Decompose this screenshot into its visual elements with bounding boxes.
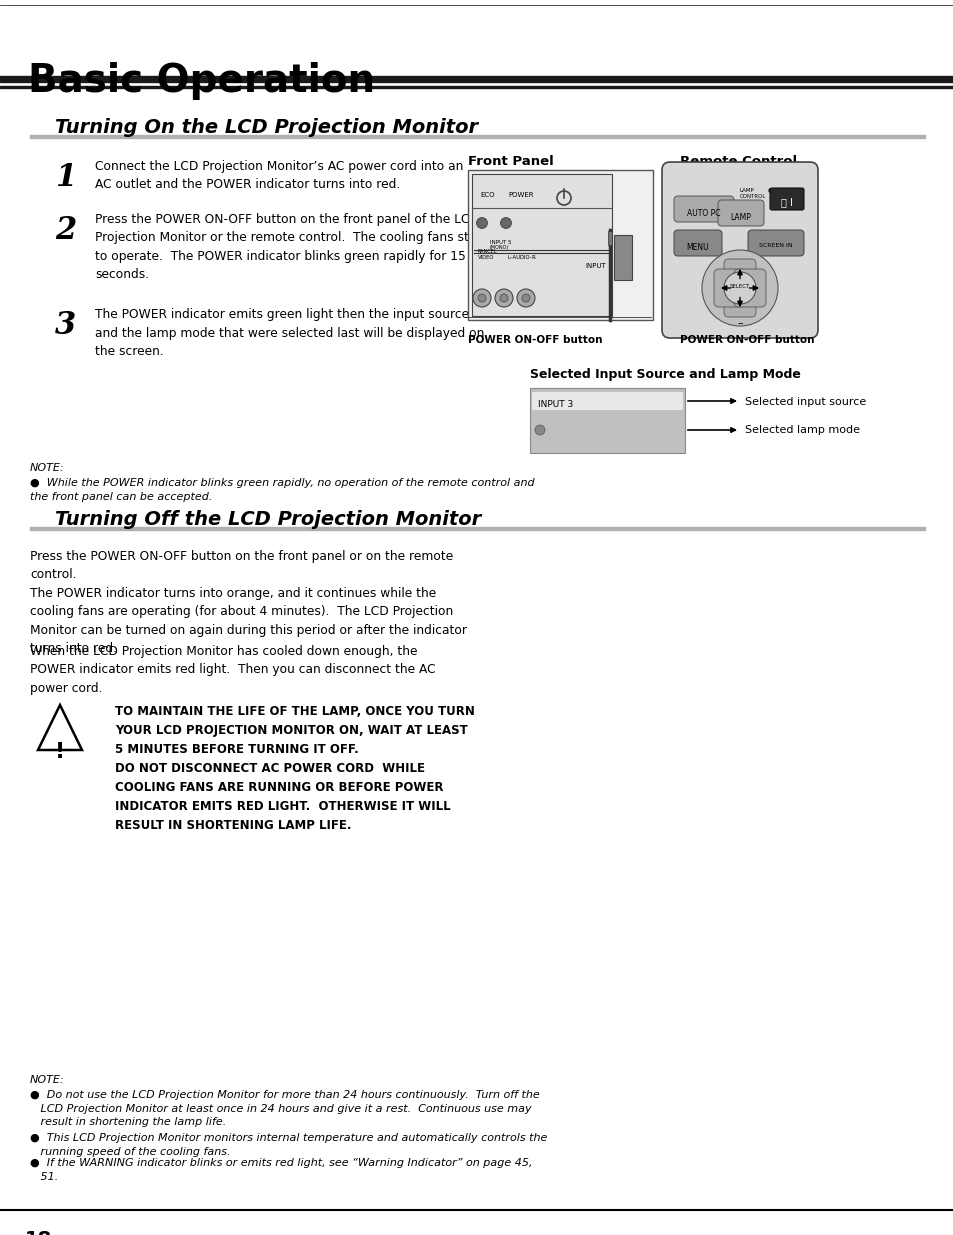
Text: AUTO PC: AUTO PC [686,209,720,219]
Text: POWER: POWER [507,191,533,198]
Text: POWER ON-OFF button: POWER ON-OFF button [679,335,814,345]
Text: LAMP: LAMP [730,212,751,222]
Text: ●  While the POWER indicator blinks green rapidly, no operation of the remote co: ● While the POWER indicator blinks green… [30,478,534,501]
Text: Connect the LCD Projection Monitor’s AC power cord into an
AC outlet and the POW: Connect the LCD Projection Monitor’s AC … [95,161,463,191]
Text: POWER ON-OFF button: POWER ON-OFF button [468,335,602,345]
FancyBboxPatch shape [673,196,733,222]
Bar [472,174,612,316]
Circle shape [701,249,778,326]
Circle shape [535,425,544,435]
Bar [0,86,953,88]
Text: 18: 18 [25,1230,52,1235]
Text: ON-OFF: ON-OFF [767,188,798,194]
Text: Press the POWER ON-OFF button on the front panel of the LCD
Projection Monitor o: Press the POWER ON-OFF button on the fro… [95,212,486,282]
Text: When the LCD Projection Monitor has cooled down enough, the
POWER indicator emit: When the LCD Projection Monitor has cool… [30,645,436,695]
Text: MENU: MENU [686,243,709,252]
Text: Turning On the LCD Projection Monitor: Turning On the LCD Projection Monitor [55,119,477,137]
Bar [532,391,682,410]
Text: ⏻ I: ⏻ I [781,198,792,207]
FancyBboxPatch shape [713,269,745,308]
Bar [530,388,684,453]
Text: The POWER indicator emits green light then the input source
and the lamp mode th: The POWER indicator emits green light th… [95,308,484,358]
Circle shape [723,272,755,304]
Text: Press the POWER ON-OFF button on the front panel or on the remote
control.
The P: Press the POWER ON-OFF button on the fro… [30,550,467,656]
Circle shape [499,294,507,303]
Text: INPUT 5: INPUT 5 [490,240,511,245]
Circle shape [517,289,535,308]
Circle shape [473,289,491,308]
Text: LAMP
CONTROL: LAMP CONTROL [740,188,765,199]
Text: Selected input source: Selected input source [744,396,865,408]
Bar [614,235,631,280]
Text: INPUT: INPUT [585,263,606,269]
Text: ECO: ECO [479,191,494,198]
FancyBboxPatch shape [718,200,763,226]
FancyBboxPatch shape [661,162,817,338]
Polygon shape [38,705,82,750]
Text: 2: 2 [55,215,76,246]
Text: Basic Operation: Basic Operation [28,62,375,100]
Text: RANCEL: RANCEL [477,249,497,254]
Text: Front Panel: Front Panel [468,156,553,168]
Text: –: – [737,317,742,329]
Bar [468,170,652,320]
Text: 1: 1 [55,162,76,193]
FancyBboxPatch shape [723,259,755,296]
Text: !: ! [55,742,65,762]
Text: L–AUDIO–R: L–AUDIO–R [507,254,537,261]
Text: INPUT 3: INPUT 3 [537,400,573,409]
Text: NOTE:: NOTE: [30,1074,65,1086]
FancyBboxPatch shape [769,188,803,210]
Text: SELECT: SELECT [729,284,749,289]
Text: ●  This LCD Projection Monitor monitors internal temperature and automatically c: ● This LCD Projection Monitor monitors i… [30,1132,547,1157]
Text: VIDEO: VIDEO [477,254,494,261]
Text: (MONO): (MONO) [490,245,509,249]
Circle shape [495,289,513,308]
Text: Remote Control: Remote Control [679,156,797,168]
Text: 3: 3 [55,310,76,341]
Text: NOTE:: NOTE: [30,463,65,473]
Text: Selected lamp mode: Selected lamp mode [744,425,859,435]
Circle shape [477,294,485,303]
Bar [30,135,924,138]
Bar [0,77,953,82]
FancyBboxPatch shape [733,269,765,308]
Circle shape [476,217,487,228]
FancyBboxPatch shape [747,230,803,256]
Circle shape [521,294,530,303]
FancyBboxPatch shape [673,230,721,256]
FancyBboxPatch shape [723,279,755,317]
Text: Selected Input Source and Lamp Mode: Selected Input Source and Lamp Mode [530,368,800,382]
Text: ●  Do not use the LCD Projection Monitor for more than 24 hours continuously.  T: ● Do not use the LCD Projection Monitor … [30,1091,539,1128]
Bar [30,527,924,530]
Text: ●  If the WARNING indicator blinks or emits red light, see “Warning Indicator” o: ● If the WARNING indicator blinks or emi… [30,1158,532,1182]
Text: Turning Off the LCD Projection Monitor: Turning Off the LCD Projection Monitor [55,510,480,529]
Text: TO MAINTAIN THE LIFE OF THE LAMP, ONCE YOU TURN
YOUR LCD PROJECTION MONITOR ON, : TO MAINTAIN THE LIFE OF THE LAMP, ONCE Y… [115,705,475,832]
Bar [607,231,612,245]
Text: SCREEN IN: SCREEN IN [759,243,792,248]
Circle shape [500,217,511,228]
